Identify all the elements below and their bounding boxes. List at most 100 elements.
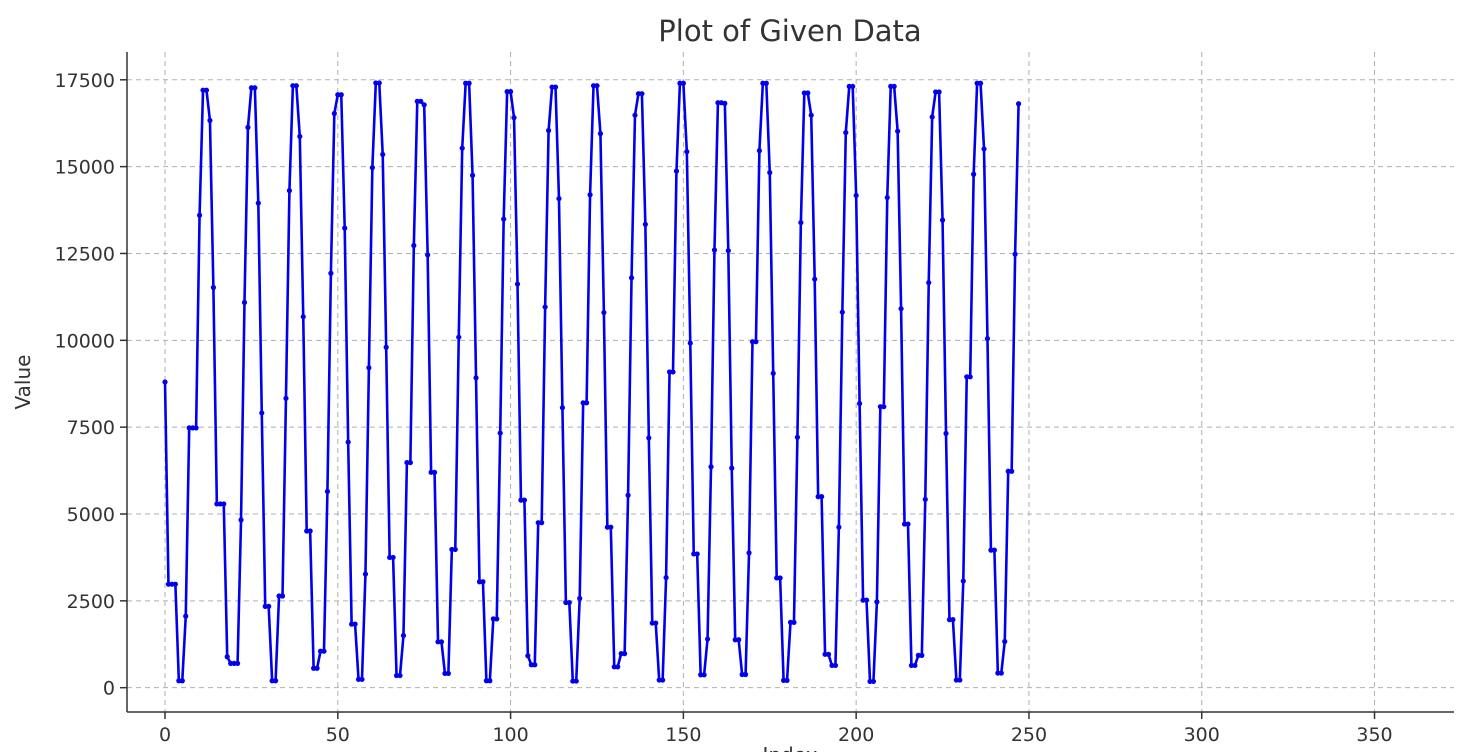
- data-point: [338, 92, 344, 98]
- data-point: [400, 632, 407, 639]
- data-point: [324, 488, 331, 495]
- data-point: [957, 677, 963, 683]
- data-point: [725, 248, 731, 254]
- data-point: [673, 168, 680, 174]
- data-point: [1002, 638, 1008, 645]
- y-tick-label: 15000: [55, 157, 115, 179]
- data-point: [245, 124, 251, 130]
- data-point: [891, 83, 897, 89]
- data-point: [729, 465, 735, 471]
- data-point: [542, 304, 548, 310]
- data-point: [701, 672, 707, 678]
- y-axis-ticks: 0 2500 5000 7500 10000 12500 15000 17500: [55, 70, 127, 700]
- data-point: [397, 672, 403, 679]
- data-point: [794, 434, 801, 440]
- data-point: [819, 494, 825, 500]
- series-line: [163, 81, 1020, 683]
- data-point: [615, 664, 621, 670]
- data-point: [501, 216, 507, 222]
- chart-title: Plot of Given Data: [658, 14, 921, 48]
- data-point: [812, 276, 818, 282]
- data-point: [497, 430, 503, 436]
- data-point: [266, 603, 272, 610]
- data-point: [234, 660, 241, 666]
- data-point: [545, 127, 552, 134]
- data-point: [196, 212, 203, 218]
- data-point: [514, 281, 521, 287]
- data-point: [331, 110, 337, 117]
- data-point: [981, 146, 987, 152]
- data-point: [307, 528, 313, 534]
- y-axis-label: Value: [11, 355, 35, 410]
- data-point: [950, 617, 956, 623]
- y-tick-label: 0: [103, 678, 115, 700]
- data-point: [601, 309, 607, 316]
- data-point: [711, 247, 718, 253]
- data-point: [653, 620, 659, 626]
- data-point: [366, 365, 372, 371]
- data-point: [926, 280, 932, 286]
- data-point: [573, 678, 579, 684]
- x-axis-label: Index: [762, 743, 817, 752]
- data-point: [825, 651, 832, 657]
- x-tick-label: 150: [665, 724, 701, 746]
- data-point: [704, 636, 711, 642]
- data-point: [1015, 101, 1022, 107]
- data-point: [480, 579, 486, 585]
- data-point: [746, 550, 752, 556]
- x-tick-label: 300: [1184, 724, 1220, 746]
- data-point: [207, 117, 213, 124]
- data-point: [411, 242, 417, 249]
- data-point: [808, 112, 814, 118]
- data-point: [584, 400, 590, 406]
- data-point: [272, 678, 279, 684]
- data-point: [843, 129, 849, 136]
- data-point: [525, 653, 531, 659]
- data-point: [577, 595, 583, 602]
- data-point: [898, 306, 904, 312]
- data-point: [359, 676, 365, 682]
- data-point: [407, 459, 413, 466]
- data-point: [594, 83, 600, 89]
- data-point: [431, 469, 438, 475]
- data-point: [884, 194, 890, 201]
- data-point: [193, 425, 199, 431]
- data-point: [881, 404, 887, 410]
- data-point: [283, 395, 289, 401]
- data-point: [967, 374, 973, 380]
- data-point: [694, 551, 700, 557]
- data-point: [300, 314, 306, 320]
- data-point: [905, 521, 911, 527]
- data-point: [863, 597, 870, 603]
- data-point: [162, 379, 168, 385]
- y-tick-label: 7500: [67, 417, 115, 439]
- data-point: [418, 98, 424, 104]
- x-axis-ticks: 0 50 100 150 200 250 300 350: [159, 712, 1393, 746]
- data-point: [646, 435, 652, 441]
- data-point: [753, 339, 759, 345]
- data-point: [383, 344, 389, 350]
- data-point: [345, 439, 351, 445]
- data-point: [642, 221, 648, 227]
- x-tick-label: 50: [326, 724, 350, 746]
- data-point: [376, 80, 382, 86]
- data-point: [625, 492, 631, 498]
- data-point: [798, 219, 804, 226]
- data-point: [438, 639, 445, 645]
- data-point: [998, 670, 1004, 676]
- x-tick-label: 200: [838, 724, 874, 746]
- x-tick-label: 350: [1356, 724, 1392, 746]
- data-point: [425, 252, 431, 258]
- data-point: [622, 651, 628, 657]
- y-tick-label: 10000: [55, 330, 115, 352]
- data-point: [684, 149, 690, 155]
- data-point: [459, 145, 465, 151]
- data-point: [770, 370, 776, 376]
- data-point: [286, 188, 293, 194]
- axes-frame: [126, 52, 1454, 713]
- data-point: [279, 593, 286, 599]
- data-point: [587, 192, 593, 198]
- data-point: [853, 192, 859, 199]
- data-point: [321, 648, 327, 654]
- data-point: [466, 80, 472, 86]
